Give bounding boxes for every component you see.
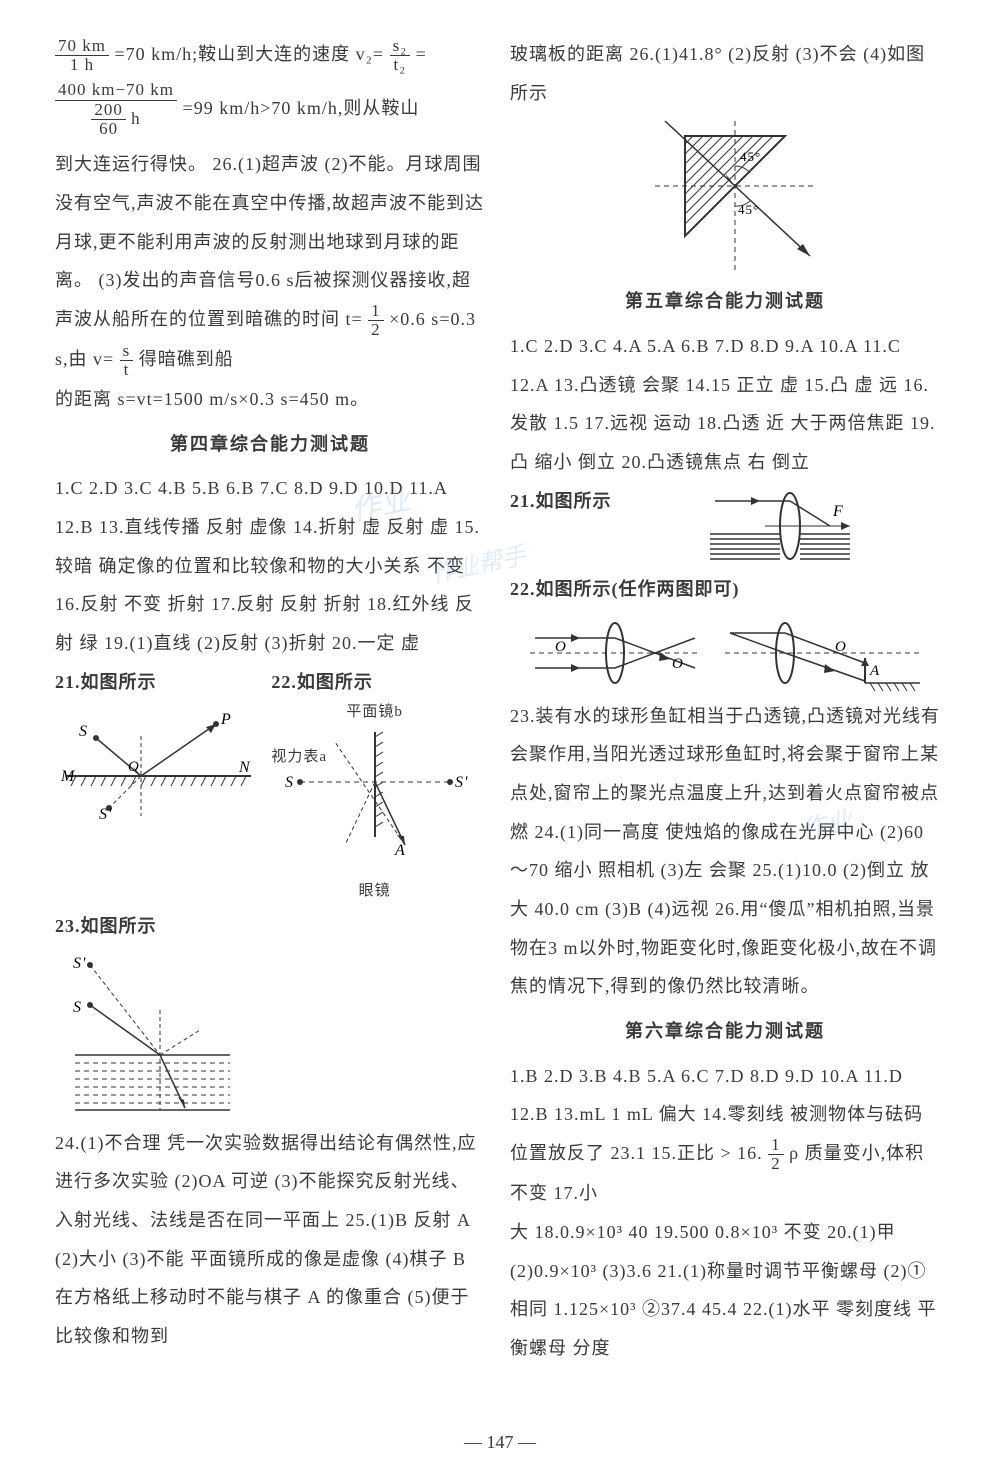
right-column: 玻璃板的距离 26.(1)41.8° (2)反射 (3)不会 (4)如图所示 4… [510, 35, 940, 1368]
svg-text:O: O [128, 759, 140, 775]
svg-text:O: O [672, 656, 684, 672]
figure-caption: 22.如图所示(任作两图即可) [510, 570, 940, 609]
paragraph: 1.C 2.D 3.C 4.B 5.B 6.B 7.C 8.D 9.D 10.D… [55, 469, 485, 662]
figure-label: 视力表a [271, 741, 477, 773]
page-number: — 147 — [0, 1432, 1000, 1453]
paragraph: 大 18.0.9×10³ 40 19.500 0.8×10³ 不变 20.(1)… [510, 1213, 940, 1368]
paragraph: 玻璃板的距离 26.(1)41.8° (2)反射 (3)不会 (4)如图所示 [510, 35, 940, 112]
paragraph: 23.装有水的球形鱼缸相当于凸透镜,凸透镜对光线有会聚作用,当阳光透过球形鱼缸时… [510, 697, 940, 1007]
svg-text:45°: 45° [740, 149, 761, 164]
figure-label: 眼镜 [271, 875, 477, 907]
svg-text:S: S [285, 774, 294, 791]
figure-23-diagram: S S' [65, 950, 240, 1120]
figure-caption: 23.如图所示 [55, 907, 485, 946]
paragraph: 的距离 s=vt=1500 m/s×0.3 s=450 m。 [55, 380, 485, 419]
svg-text:45°: 45° [738, 202, 759, 217]
figure-r26-diagram: 45° 45° [625, 116, 825, 276]
paragraph: 70 km1 h =70 km/h;鞍山到大连的速度 v₂= s₂t₂ = [55, 35, 485, 75]
figure-21-diagram: S P O M N S' [61, 706, 256, 821]
svg-text:N: N [238, 759, 251, 776]
figure-r21-diagram: F [705, 486, 855, 566]
svg-text:M: M [61, 768, 76, 785]
figure-label: 平面镜b [271, 702, 477, 723]
svg-text:S': S' [99, 806, 112, 821]
paragraph: 24.(1)不合理 凭一次实验数据得出结论有偶然性,应进行多次实验 (2)OA … [55, 1124, 485, 1356]
svg-text:S: S [79, 723, 88, 740]
svg-text:F: F [832, 503, 844, 520]
figure-caption: 21.如图所示 [510, 482, 612, 521]
figure-caption: 22.如图所示 [271, 663, 477, 702]
svg-text:A: A [869, 663, 880, 679]
section-heading: 第五章综合能力测试题 [510, 282, 940, 321]
svg-text:O: O [555, 639, 567, 655]
paragraph: 1.C 2.D 3.C 4.A 5.A 6.B 7.D 8.D 9.A 10.A… [510, 327, 940, 482]
figure-r22-diagram: O O O A [525, 613, 925, 693]
paragraph: 400 km−70 km 20060 h =99 km/h>70 km/h,则从… [55, 81, 485, 139]
section-heading: 第四章综合能力测试题 [55, 425, 485, 464]
figure-caption: 21.如图所示 [55, 663, 261, 702]
paragraph: 1.B 2.D 3.B 4.B 5.A 6.C 7.D 8.D 9.D 10.A… [510, 1057, 940, 1213]
svg-text:S': S' [455, 774, 468, 791]
section-heading: 第六章综合能力测试题 [510, 1012, 940, 1051]
svg-text:O: O [835, 639, 847, 655]
left-column: 70 km1 h =70 km/h;鞍山到大连的速度 v₂= s₂t₂ = 40… [55, 35, 485, 1368]
svg-text:A: A [394, 842, 406, 857]
svg-text:P: P [220, 711, 232, 728]
paragraph: 到大连运行得快。 26.(1)超声波 (2)不能。月球周围没有空气,声波不能在真… [55, 145, 485, 380]
svg-text:S: S [73, 999, 82, 1016]
svg-text:S': S' [73, 955, 86, 972]
